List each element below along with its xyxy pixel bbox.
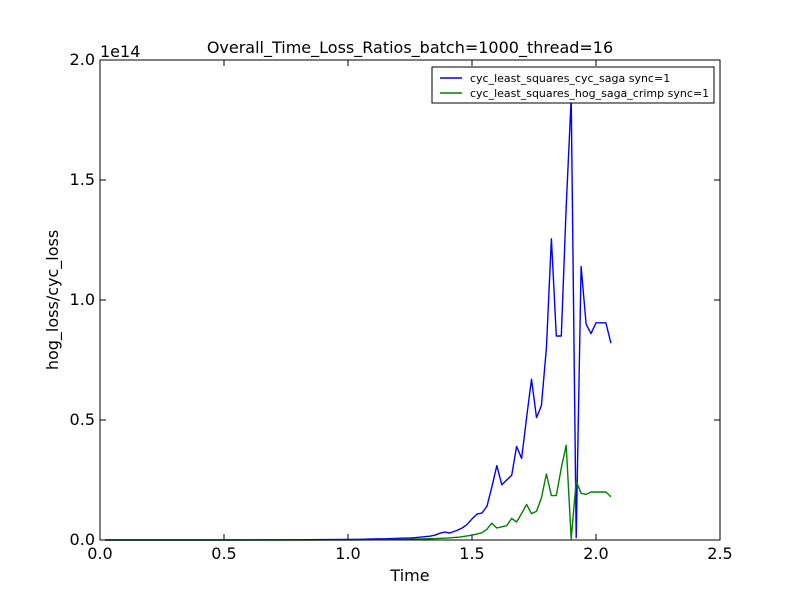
x-tick-label: 0.5 xyxy=(211,544,236,563)
y-tick-label: 1.5 xyxy=(70,170,95,189)
series-layer xyxy=(105,97,612,541)
y-tick-label: 0.0 xyxy=(70,530,95,549)
y-offset-label: 1e14 xyxy=(100,42,140,61)
x-tick-label: 1.0 xyxy=(335,544,360,563)
legend: cyc_least_squares_cyc_saga sync=1 cyc_lea… xyxy=(431,66,715,104)
x-tick-label: 1.5 xyxy=(459,544,484,563)
series-line-0 xyxy=(105,97,612,541)
x-tick-label: 0.0 xyxy=(87,544,112,563)
legend-box xyxy=(431,66,715,104)
y-tick-label: 2.0 xyxy=(70,50,95,69)
x-tick-label: 2.5 xyxy=(707,544,732,563)
plot-frame xyxy=(99,59,721,541)
series-line-1 xyxy=(105,444,612,541)
y-tick-label: 1.0 xyxy=(70,290,95,309)
chart-title: Overall_Time_Loss_Ratios_batch=1000_thre… xyxy=(207,38,613,58)
legend-entry-0: cyc_least_squares_cyc_saga sync=1 xyxy=(470,72,670,85)
y-axis-label: hog_loss/cyc_loss xyxy=(43,230,63,370)
axis-ticks: 0.0 0.5 1.0 1.5 2.0 2.5 0.0 0.5 1.0 1.5 2.0 xyxy=(70,50,733,563)
x-axis-label: Time xyxy=(389,566,429,585)
x-tick-label: 2.0 xyxy=(583,544,608,563)
legend-entry-1: cyc_least_squares_hog_saga_crimp sync=1 xyxy=(470,87,709,100)
y-tick-label: 0.5 xyxy=(70,410,95,429)
